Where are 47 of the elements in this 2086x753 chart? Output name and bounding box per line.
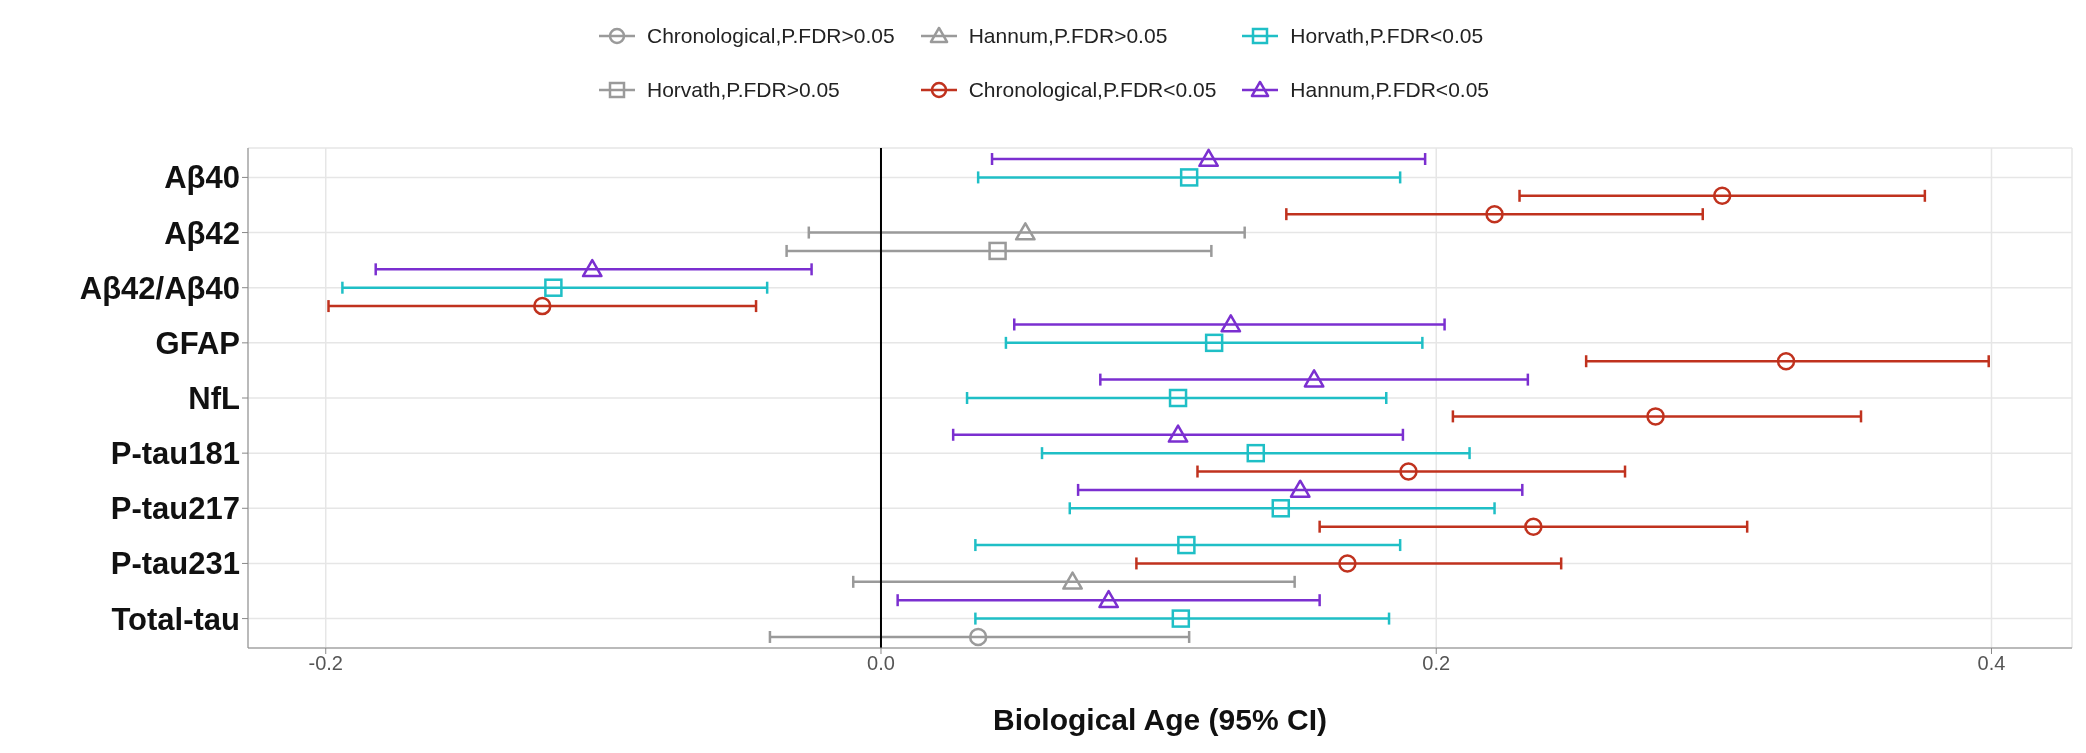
y-tick-label: NfL xyxy=(188,381,240,417)
point xyxy=(1524,517,1543,536)
point xyxy=(1168,388,1188,408)
y-tick-label: GFAP xyxy=(155,325,240,361)
x-tick-label: 0.0 xyxy=(867,652,895,675)
point xyxy=(581,258,603,278)
point xyxy=(1167,424,1189,443)
y-tick-label: Aβ42/Aβ40 xyxy=(79,270,240,306)
point xyxy=(1303,369,1325,388)
point xyxy=(1246,443,1266,463)
point xyxy=(1062,571,1083,590)
y-tick-label: P-tau231 xyxy=(110,546,240,582)
point xyxy=(1198,148,1220,168)
y-tick-label: Aβ42 xyxy=(164,215,240,251)
point xyxy=(1204,333,1224,353)
legend-label: Hannum,P.FDR<0.05 xyxy=(1290,78,1489,102)
point xyxy=(1171,609,1191,628)
legend-label: Horvath,P.FDR>0.05 xyxy=(646,78,840,102)
x-tick-label: -0.2 xyxy=(308,652,343,675)
point xyxy=(1179,168,1199,187)
y-tick-label: P-tau217 xyxy=(110,491,240,527)
point xyxy=(533,296,552,316)
point xyxy=(1776,351,1796,371)
legend-label: Horvath,P.FDR<0.05 xyxy=(1290,24,1484,48)
point xyxy=(1399,462,1418,481)
point xyxy=(1289,479,1311,498)
point xyxy=(1220,314,1242,333)
legend-label: Hannum,P.FDR>0.05 xyxy=(968,24,1168,48)
x-tick-label: 0.2 xyxy=(1422,652,1451,675)
point xyxy=(988,241,1007,261)
y-tick-label: Total-tau xyxy=(111,601,240,637)
y-tick-label: Aβ40 xyxy=(164,160,240,196)
x-tick-label: 0.4 xyxy=(1977,652,2006,675)
point xyxy=(1712,186,1732,206)
point xyxy=(968,627,988,647)
point xyxy=(1485,204,1504,224)
point xyxy=(1177,535,1196,555)
point xyxy=(1014,222,1036,241)
point xyxy=(1098,589,1120,609)
legend-label: Chronological,P.FDR<0.05 xyxy=(968,78,1217,102)
point xyxy=(1338,554,1357,573)
x-axis-title: Biological Age (95% CI) xyxy=(993,703,1327,736)
point xyxy=(544,278,563,297)
point xyxy=(1646,407,1665,426)
legend-label: Chronological,P.FDR>0.05 xyxy=(646,24,895,48)
y-tick-label: P-tau181 xyxy=(110,436,240,472)
point xyxy=(1271,499,1291,518)
